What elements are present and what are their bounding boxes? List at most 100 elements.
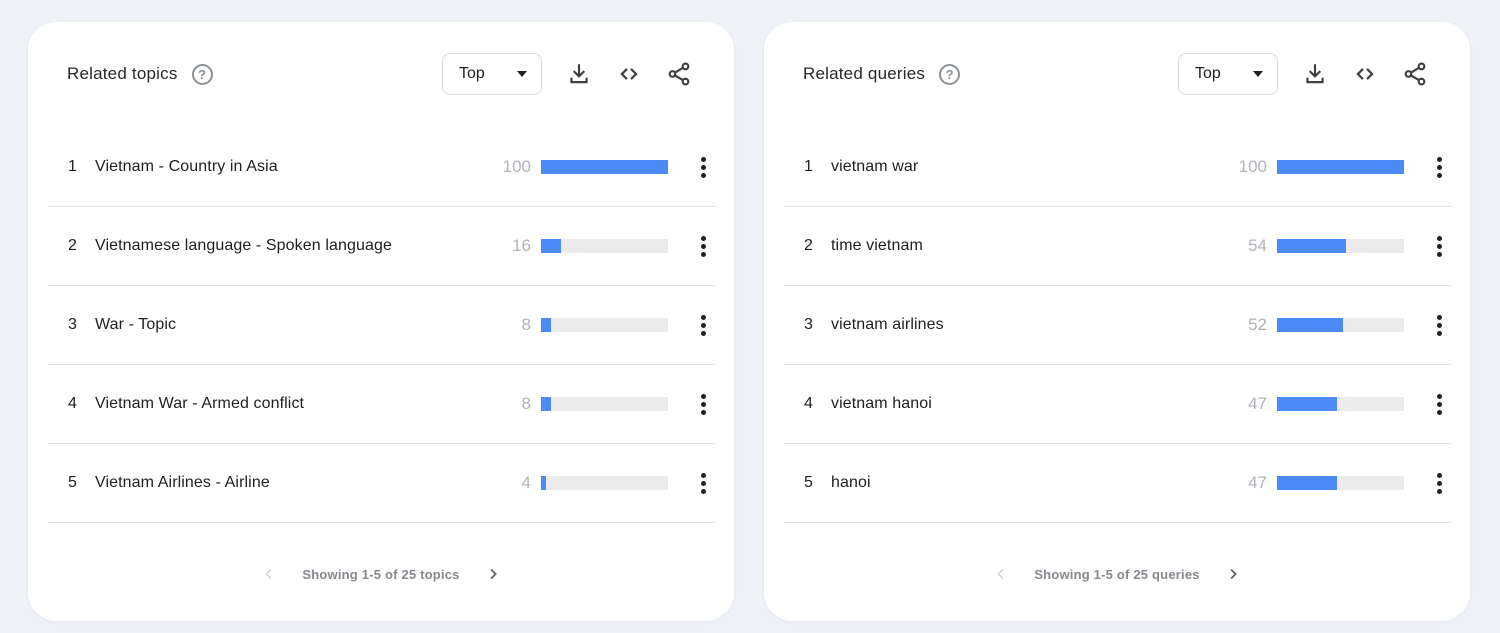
row-rank: 1 <box>68 158 77 175</box>
share-button[interactable] <box>1402 61 1428 87</box>
more-options-button[interactable] <box>700 388 707 421</box>
sort-dropdown[interactable]: Top <box>442 53 542 95</box>
chevron-right-icon <box>484 565 502 583</box>
more-vert-icon <box>1437 393 1442 399</box>
list-item[interactable]: 2 Vietnamese language - Spoken language … <box>48 207 716 286</box>
card-title: Related topics <box>67 64 178 83</box>
card-title: Related queries <box>803 64 926 83</box>
next-page-button[interactable] <box>1224 565 1242 583</box>
list-item[interactable]: 5 Vietnam Airlines - Airline 4 <box>48 444 716 523</box>
caret-down-icon <box>1253 71 1263 77</box>
chevron-left-icon <box>992 565 1010 583</box>
row-rank: 4 <box>804 395 813 412</box>
row-value: 100 <box>502 157 531 176</box>
row-bar-fill <box>541 318 552 332</box>
pagination-status: Showing 1-5 of 25 queries <box>1034 566 1200 582</box>
list-item[interactable]: 5 hanoi 47 <box>784 444 1452 523</box>
row-value: 4 <box>521 473 531 492</box>
row-rank: 1 <box>804 158 813 175</box>
card-controls: Top <box>1178 53 1428 95</box>
row-bar-track <box>541 397 668 411</box>
more-options-button[interactable] <box>700 230 707 263</box>
list-item[interactable]: 3 vietnam airlines 52 <box>784 286 1452 365</box>
list-item[interactable]: 3 War - Topic 8 <box>48 286 716 365</box>
card-header: Related topics ? Top <box>67 52 692 96</box>
more-options-button[interactable] <box>1436 230 1443 263</box>
related-queries-list: 1 vietnam war 100 2 time vietnam 54 3 vi… <box>784 128 1452 523</box>
row-rank: 3 <box>68 316 77 333</box>
help-icon[interactable]: ? <box>939 63 961 85</box>
row-rank: 3 <box>804 316 813 333</box>
embed-button[interactable] <box>1352 61 1378 87</box>
related-queries-card: Related queries ? Top <box>764 22 1470 621</box>
more-options-button[interactable] <box>1436 151 1443 184</box>
list-item[interactable]: 1 Vietnam - Country in Asia 100 <box>48 128 716 207</box>
row-bar-fill <box>1277 239 1346 253</box>
sort-dropdown-value: Top <box>459 65 485 82</box>
pagination-status: Showing 1-5 of 25 topics <box>302 566 460 582</box>
row-bar-track <box>1277 318 1404 332</box>
more-options-button[interactable] <box>700 467 707 500</box>
more-options-button[interactable] <box>700 151 707 184</box>
row-bar-fill <box>541 476 547 490</box>
download-button[interactable] <box>1302 61 1328 87</box>
more-options-button[interactable] <box>1436 388 1443 421</box>
download-button[interactable] <box>566 61 592 87</box>
row-value: 47 <box>1248 394 1267 413</box>
row-label: Vietnamese language - Spoken language <box>95 237 392 254</box>
prev-page-button[interactable] <box>992 565 1010 583</box>
row-bar-fill <box>541 239 562 253</box>
row-bar-track <box>541 476 668 490</box>
list-item[interactable]: 4 vietnam hanoi 47 <box>784 365 1452 444</box>
row-value: 54 <box>1248 236 1267 255</box>
row-bar-fill <box>1277 476 1337 490</box>
row-bar-track <box>1277 397 1404 411</box>
sort-dropdown-value: Top <box>1195 65 1221 82</box>
row-value: 52 <box>1248 315 1267 334</box>
list-item[interactable]: 4 Vietnam War - Armed conflict 8 <box>48 365 716 444</box>
row-label: vietnam airlines <box>831 316 944 333</box>
row-bar-track <box>1277 239 1404 253</box>
chevron-left-icon <box>260 565 278 583</box>
title-wrap: Related queries ? <box>803 63 961 85</box>
list-item[interactable]: 2 time vietnam 54 <box>784 207 1452 286</box>
row-label: Vietnam Airlines - Airline <box>95 474 270 491</box>
row-label: vietnam hanoi <box>831 395 932 412</box>
title-wrap: Related topics ? <box>67 63 213 85</box>
row-label: Vietnam War - Armed conflict <box>95 395 305 412</box>
row-bar-fill <box>1277 397 1337 411</box>
more-vert-icon <box>1437 472 1442 478</box>
share-icon <box>1402 61 1428 87</box>
more-vert-icon <box>701 393 706 399</box>
row-bar-track <box>1277 160 1404 174</box>
more-options-button[interactable] <box>700 309 707 342</box>
more-options-button[interactable] <box>1436 309 1443 342</box>
related-topics-list: 1 Vietnam - Country in Asia 100 2 Vietna… <box>48 128 716 523</box>
row-bar-fill <box>541 160 668 174</box>
embed-button[interactable] <box>616 61 642 87</box>
row-label: Vietnam - Country in Asia <box>95 158 278 175</box>
row-value: 47 <box>1248 473 1267 492</box>
row-bar-track <box>1277 476 1404 490</box>
row-bar-fill <box>541 397 552 411</box>
embed-icon <box>1352 61 1378 87</box>
more-vert-icon <box>701 235 706 241</box>
row-rank: 4 <box>68 395 77 412</box>
more-vert-icon <box>1437 235 1442 241</box>
sort-dropdown[interactable]: Top <box>1178 53 1278 95</box>
card-header: Related queries ? Top <box>803 52 1428 96</box>
prev-page-button[interactable] <box>260 565 278 583</box>
next-page-button[interactable] <box>484 565 502 583</box>
help-icon[interactable]: ? <box>191 63 213 85</box>
list-item[interactable]: 1 vietnam war 100 <box>784 128 1452 207</box>
caret-down-icon <box>517 71 527 77</box>
row-value: 100 <box>1238 157 1267 176</box>
more-vert-icon <box>701 156 706 162</box>
more-options-button[interactable] <box>1436 467 1443 500</box>
row-value: 8 <box>521 315 531 334</box>
more-vert-icon <box>1437 314 1442 320</box>
row-label: time vietnam <box>831 237 923 254</box>
share-button[interactable] <box>666 61 692 87</box>
row-label: War - Topic <box>95 316 177 333</box>
